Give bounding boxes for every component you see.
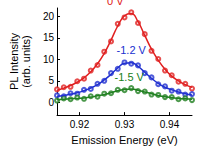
svg-text:0 V: 0 V xyxy=(107,0,124,7)
svg-text:0.93: 0.93 xyxy=(115,119,135,130)
svg-text:20: 20 xyxy=(43,11,55,22)
svg-text:10: 10 xyxy=(43,54,55,65)
svg-text:Emission Energy (eV): Emission Energy (eV) xyxy=(71,134,177,146)
svg-text:-1.5 V: -1.5 V xyxy=(115,71,145,83)
svg-text:0.92: 0.92 xyxy=(70,119,90,130)
svg-text:PL Intensity: PL Intensity xyxy=(8,33,20,91)
svg-text:5: 5 xyxy=(48,75,54,86)
svg-text:0: 0 xyxy=(48,97,54,108)
svg-text:(arb. units): (arb. units) xyxy=(20,35,32,88)
svg-text:15: 15 xyxy=(43,32,55,43)
svg-text:0.94: 0.94 xyxy=(160,119,180,130)
svg-text:-1.2 V: -1.2 V xyxy=(117,44,147,56)
